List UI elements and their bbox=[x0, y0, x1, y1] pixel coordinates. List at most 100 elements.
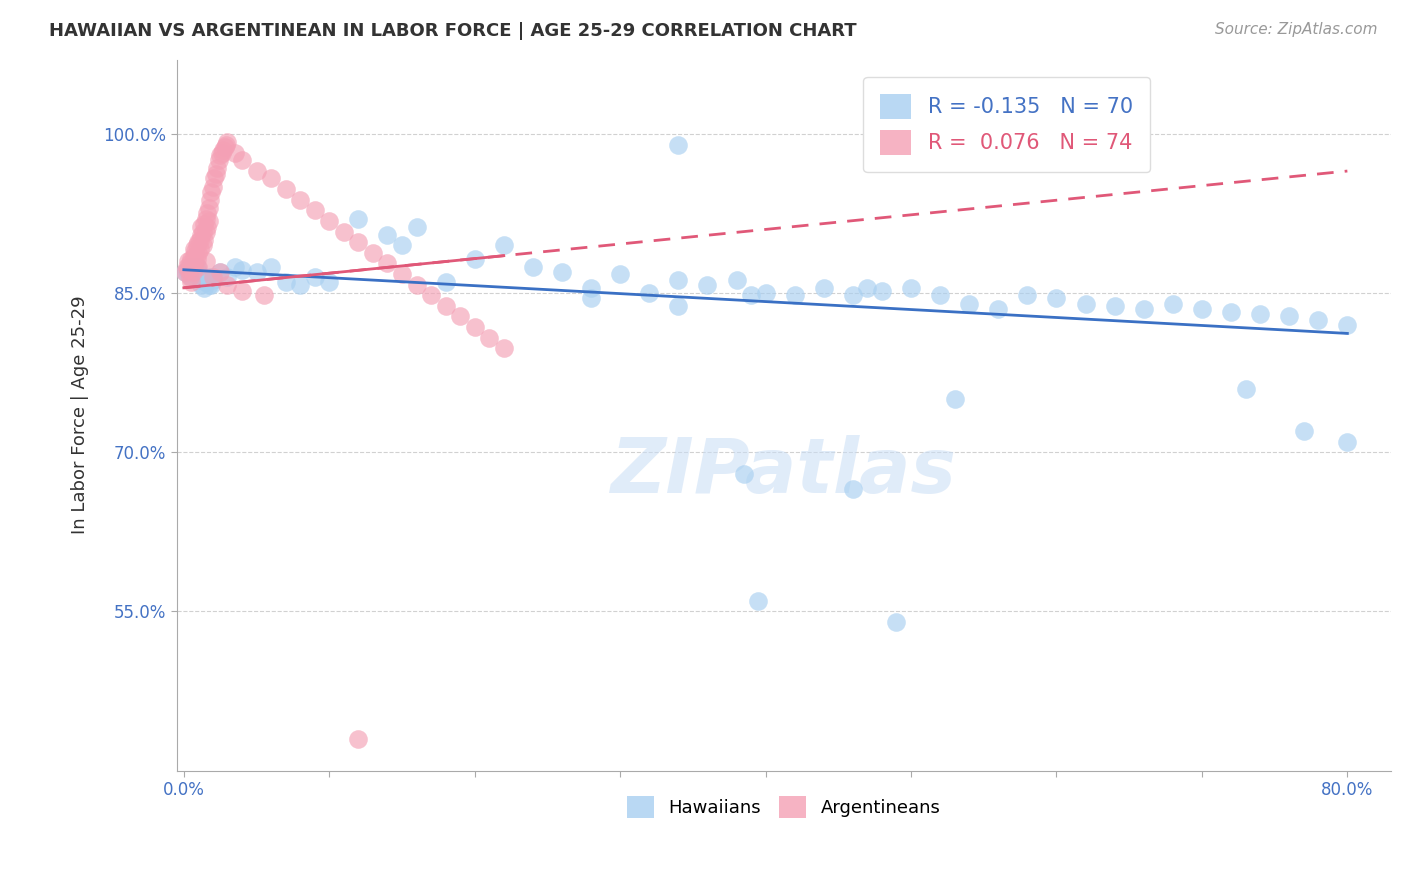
Point bbox=[191, 238, 214, 252]
Point bbox=[179, 260, 201, 274]
Point bbox=[194, 276, 217, 290]
Point bbox=[696, 277, 718, 292]
Point bbox=[191, 225, 214, 239]
Point bbox=[405, 277, 427, 292]
Point bbox=[551, 265, 574, 279]
Point bbox=[187, 245, 209, 260]
Point bbox=[181, 256, 204, 270]
Point bbox=[186, 260, 208, 274]
Point bbox=[813, 281, 835, 295]
Point bbox=[202, 171, 225, 186]
Point bbox=[957, 296, 980, 310]
Point bbox=[217, 277, 239, 292]
Point bbox=[193, 233, 215, 247]
Point bbox=[201, 273, 224, 287]
Point bbox=[200, 277, 222, 292]
Point bbox=[176, 260, 198, 274]
Point bbox=[1104, 299, 1126, 313]
Point bbox=[361, 245, 384, 260]
Point bbox=[201, 270, 224, 285]
Point bbox=[217, 270, 239, 285]
Point bbox=[420, 288, 443, 302]
Point bbox=[180, 270, 202, 285]
Point bbox=[1191, 301, 1213, 316]
Point bbox=[747, 594, 769, 608]
Point bbox=[304, 203, 326, 218]
Point bbox=[609, 267, 631, 281]
Point bbox=[184, 267, 207, 281]
Point bbox=[288, 277, 311, 292]
Point bbox=[579, 281, 602, 295]
Point bbox=[187, 260, 209, 274]
Point bbox=[215, 137, 238, 152]
Point bbox=[207, 161, 229, 175]
Point bbox=[318, 276, 340, 290]
Point bbox=[377, 256, 399, 270]
Point bbox=[231, 262, 253, 277]
Point bbox=[184, 244, 207, 258]
Point bbox=[208, 153, 231, 168]
Point bbox=[231, 153, 253, 168]
Point bbox=[177, 267, 200, 281]
Point bbox=[733, 467, 755, 481]
Point bbox=[231, 284, 253, 298]
Text: ZIPatlas: ZIPatlas bbox=[610, 435, 956, 509]
Point bbox=[347, 235, 370, 249]
Point bbox=[929, 288, 952, 302]
Text: HAWAIIAN VS ARGENTINEAN IN LABOR FORCE | AGE 25-29 CORRELATION CHART: HAWAIIAN VS ARGENTINEAN IN LABOR FORCE |… bbox=[49, 22, 856, 40]
Point bbox=[288, 193, 311, 207]
Point bbox=[180, 276, 202, 290]
Point bbox=[1220, 305, 1243, 319]
Point bbox=[318, 214, 340, 228]
Point bbox=[740, 288, 762, 302]
Point bbox=[1308, 312, 1330, 326]
Point bbox=[900, 281, 922, 295]
Point bbox=[391, 267, 413, 281]
Point bbox=[174, 265, 197, 279]
Point bbox=[190, 277, 212, 292]
Point bbox=[209, 265, 232, 279]
Point bbox=[492, 341, 515, 355]
Point bbox=[260, 260, 283, 274]
Point bbox=[492, 238, 515, 252]
Point bbox=[391, 238, 413, 252]
Point bbox=[245, 265, 267, 279]
Point bbox=[870, 284, 893, 298]
Point bbox=[188, 233, 211, 247]
Point bbox=[194, 225, 217, 239]
Point bbox=[333, 225, 356, 239]
Point bbox=[405, 220, 427, 235]
Point bbox=[449, 310, 471, 324]
Point bbox=[253, 288, 276, 302]
Point bbox=[194, 211, 217, 226]
Point bbox=[177, 254, 200, 268]
Point bbox=[1045, 292, 1067, 306]
Point bbox=[224, 260, 246, 274]
Point bbox=[184, 256, 207, 270]
Point bbox=[842, 288, 865, 302]
Point bbox=[197, 277, 219, 292]
Point bbox=[1017, 288, 1039, 302]
Point bbox=[209, 265, 232, 279]
Point bbox=[183, 249, 205, 263]
Point bbox=[195, 206, 218, 220]
Point bbox=[1118, 127, 1140, 141]
Point bbox=[478, 331, 501, 345]
Point bbox=[195, 220, 218, 235]
Point bbox=[434, 276, 457, 290]
Point bbox=[522, 260, 544, 274]
Point bbox=[987, 301, 1010, 316]
Point bbox=[180, 252, 202, 267]
Point bbox=[464, 252, 486, 267]
Point bbox=[188, 273, 211, 287]
Point bbox=[211, 146, 233, 161]
Point bbox=[183, 265, 205, 279]
Point bbox=[1161, 296, 1184, 310]
Point bbox=[212, 143, 235, 157]
Point bbox=[725, 273, 748, 287]
Point bbox=[1074, 296, 1097, 310]
Point bbox=[755, 286, 778, 301]
Point bbox=[193, 281, 215, 295]
Point bbox=[666, 273, 689, 287]
Point bbox=[177, 262, 200, 277]
